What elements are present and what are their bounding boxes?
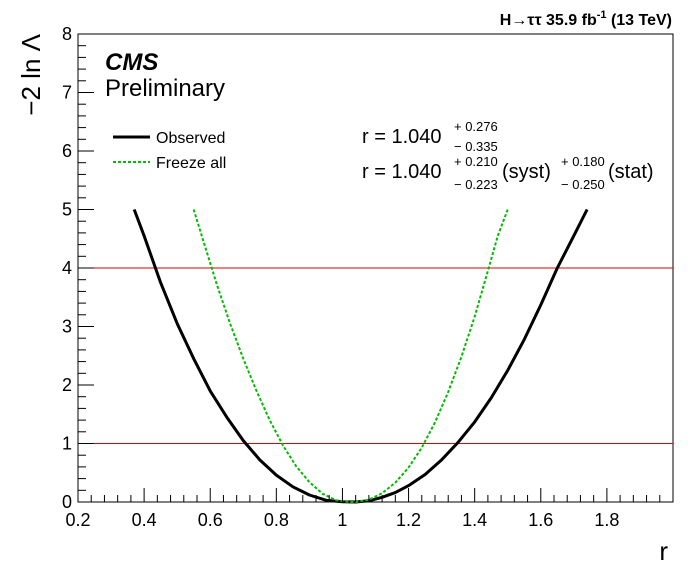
result-syst-label: (syst) xyxy=(502,161,551,183)
result-annotation-breakdown: r = 1.040 + 0.210 − 0.223 (syst) + 0.180… xyxy=(362,154,654,192)
x-tick-label: 0.6 xyxy=(198,510,223,530)
luminosity-prefix: H→ττ 35.9 fb xyxy=(500,12,597,29)
y-tick-label: 1 xyxy=(62,434,72,454)
x-tick-label: 1 xyxy=(337,510,347,530)
x-tick-label: 1.6 xyxy=(528,510,553,530)
result-total-down: − 0.335 xyxy=(454,139,498,154)
result-stat-label: (stat) xyxy=(608,161,654,183)
y-tick-label: 2 xyxy=(62,375,72,395)
x-axis-title: r xyxy=(659,536,668,566)
result-breakdown-value: r = 1.040 xyxy=(362,161,442,183)
x-tick-label: 0.4 xyxy=(132,510,157,530)
result-syst-up: + 0.210 xyxy=(454,154,498,169)
x-tick-label: 0.2 xyxy=(65,510,90,530)
result-syst-down: − 0.223 xyxy=(454,177,498,192)
result-stat-up: + 0.180 xyxy=(561,154,605,169)
y-tick-label: 0 xyxy=(62,492,72,512)
luminosity-sup: -1 xyxy=(597,9,607,21)
luminosity-label: H→ττ 35.9 fb-1 (13 TeV) xyxy=(500,9,672,29)
luminosity-suffix: (13 TeV) xyxy=(607,12,673,29)
series-line-observed xyxy=(132,208,589,504)
y-tick-label: 8 xyxy=(62,24,72,44)
experiment-label: CMS xyxy=(105,49,158,76)
x-tick-label: 0.8 xyxy=(264,510,289,530)
status-label: Preliminary xyxy=(105,75,225,102)
y-tick-label: 4 xyxy=(62,258,72,278)
y-tick-label: 7 xyxy=(62,83,72,103)
legend: Observed Freeze all xyxy=(113,130,226,172)
x-tick-label: 1.2 xyxy=(396,510,421,530)
x-tick-label: 1.8 xyxy=(594,510,619,530)
result-annotation-total: r = 1.040 + 0.276 − 0.335 xyxy=(362,119,498,154)
x-tick-label: 1.4 xyxy=(462,510,487,530)
legend-observed-label: Observed xyxy=(156,130,225,147)
y-axis-title: −2 ln Λ xyxy=(16,33,46,115)
series-line-freeze-all xyxy=(192,209,509,503)
y-tick-label: 3 xyxy=(62,317,72,337)
y-tick-label: 6 xyxy=(62,141,72,161)
result-total-up: + 0.276 xyxy=(454,119,498,134)
y-tick-label: 5 xyxy=(62,200,72,220)
legend-freeze-label: Freeze all xyxy=(156,155,226,172)
result-stat-down: − 0.250 xyxy=(561,177,605,192)
result-total-value: r = 1.040 xyxy=(362,126,442,148)
